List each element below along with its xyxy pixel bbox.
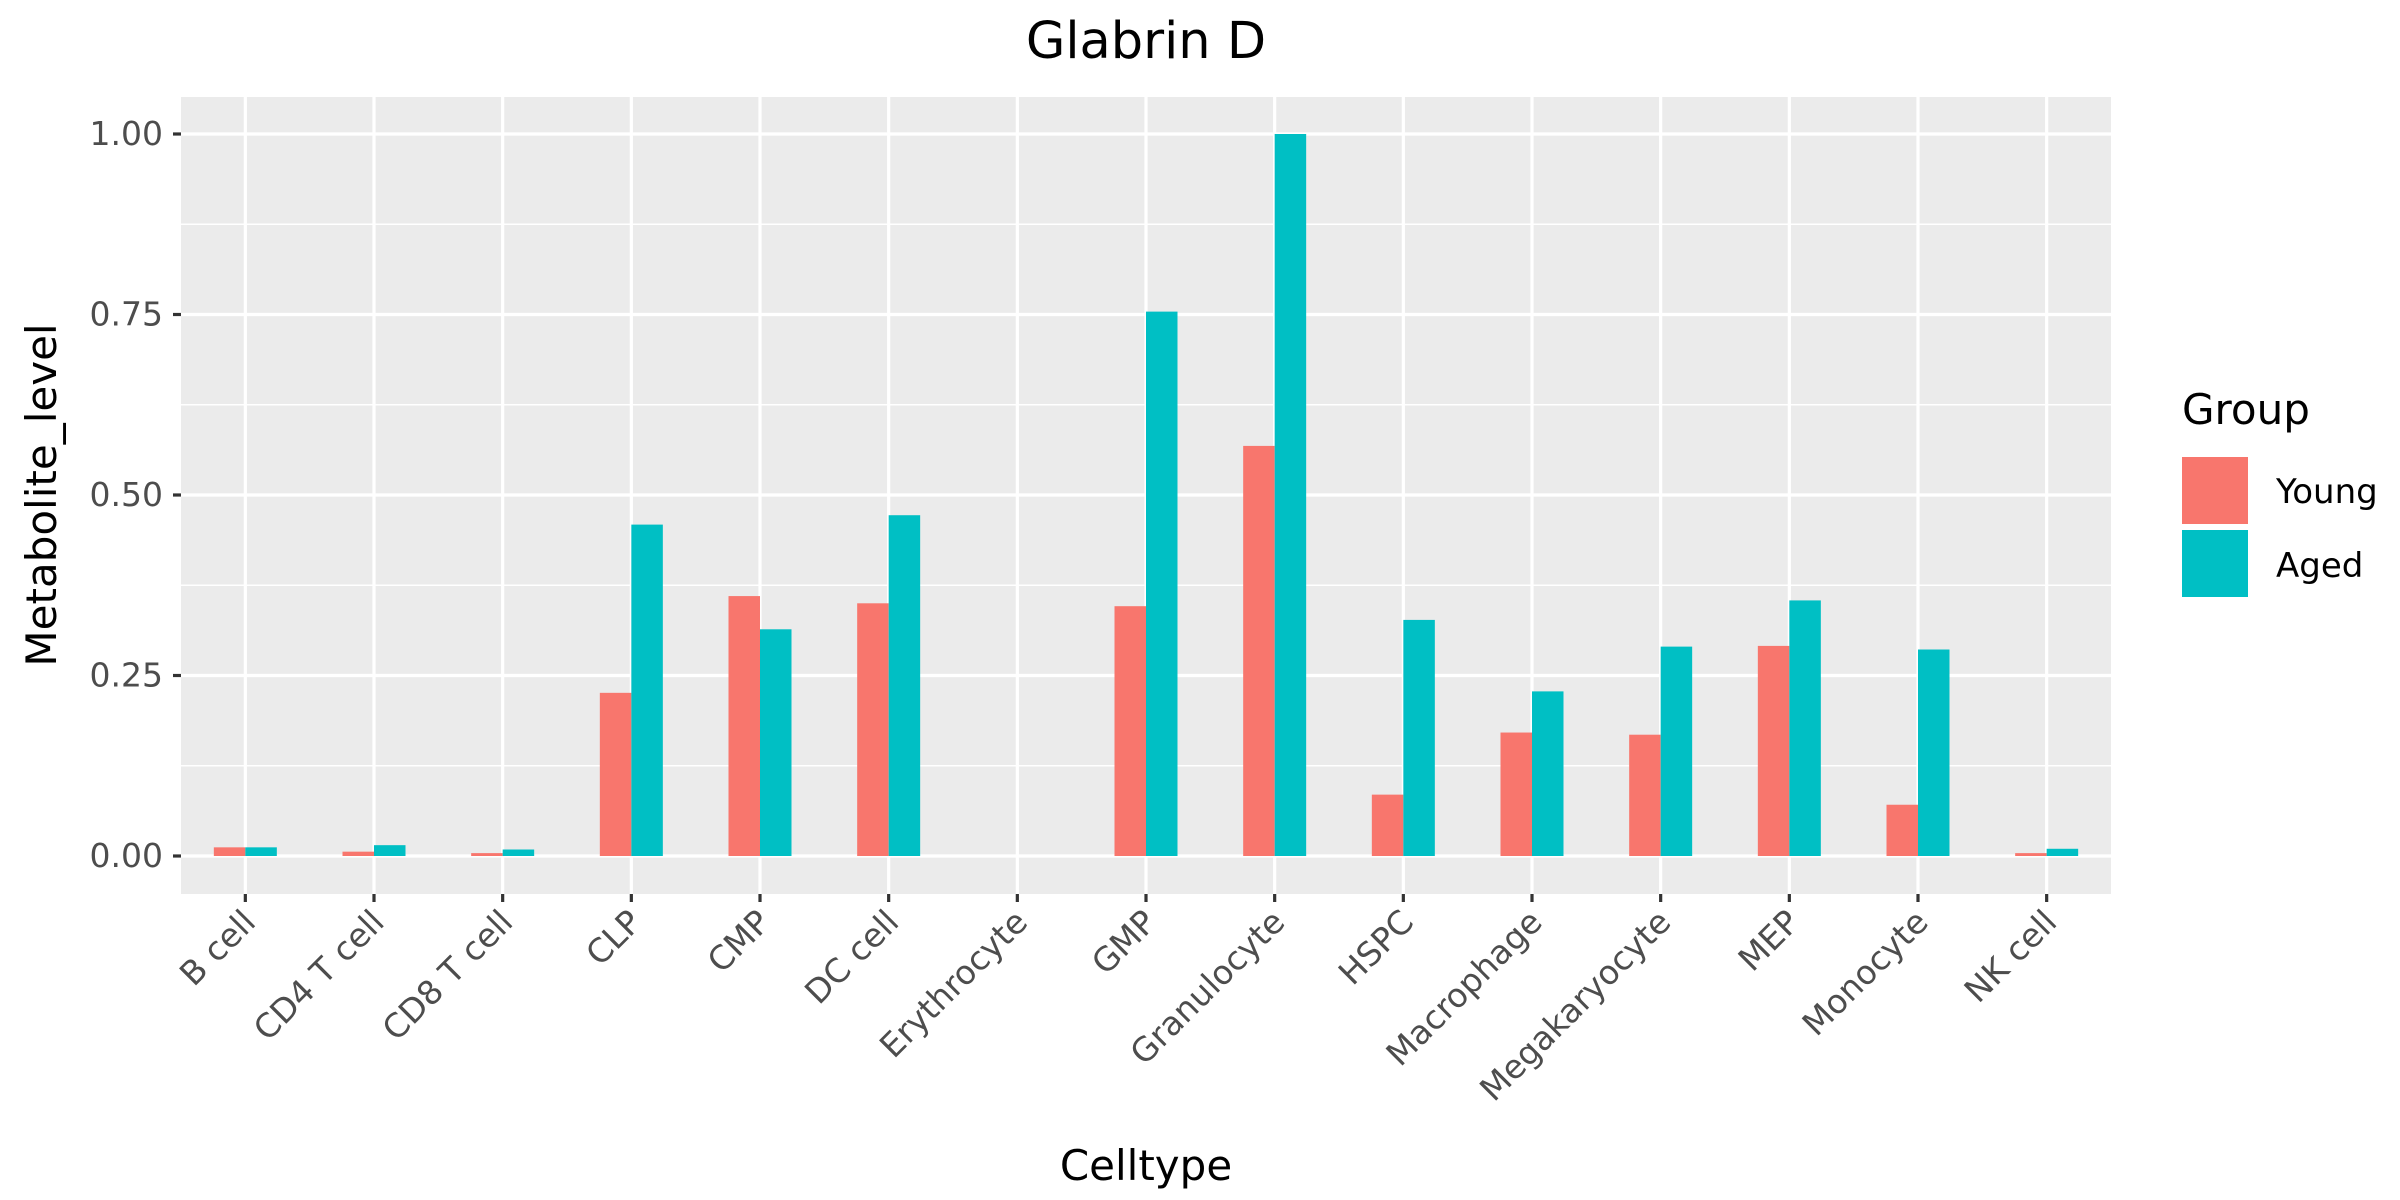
bar-aged bbox=[1660, 646, 1693, 856]
bar-aged bbox=[502, 849, 535, 856]
legend-label-aged: Aged bbox=[2276, 546, 2363, 586]
bar-young bbox=[1500, 732, 1532, 856]
y-axis: 0.00 0.25 0.50 0.75 1.00 bbox=[90, 114, 181, 875]
x-tick-label: HSPC bbox=[1331, 902, 1421, 992]
bar-young bbox=[1886, 804, 1918, 856]
bar-young bbox=[857, 603, 889, 856]
bar-young bbox=[2015, 853, 2047, 856]
bar-aged bbox=[245, 847, 277, 856]
y-tick-label: 0.00 bbox=[90, 836, 163, 875]
x-tick-label: CD8 T cell bbox=[374, 902, 520, 1048]
bar-young bbox=[728, 596, 760, 856]
bar-young bbox=[1629, 734, 1661, 856]
bar-aged bbox=[1403, 619, 1435, 856]
y-tick-label: 1.00 bbox=[90, 114, 163, 153]
x-tick-label: DC cell bbox=[797, 902, 906, 1011]
legend-key-aged bbox=[2182, 530, 2248, 597]
x-tick-label: GMP bbox=[1084, 902, 1164, 982]
legend-title: Group bbox=[2182, 385, 2310, 434]
x-axis-label: Celltype bbox=[1060, 1141, 1232, 1190]
bar-aged bbox=[760, 629, 792, 856]
y-axis-label: Metabolite_level bbox=[17, 323, 66, 666]
bar-aged bbox=[888, 515, 921, 856]
bar-young bbox=[213, 847, 246, 856]
bar-aged bbox=[2046, 848, 2079, 856]
x-tick-label: CLP bbox=[578, 902, 649, 973]
bars bbox=[213, 134, 2079, 856]
bar-young bbox=[1114, 606, 1146, 856]
bar-aged bbox=[1146, 311, 1178, 856]
bar-young bbox=[342, 851, 374, 856]
x-tick-label: CMP bbox=[700, 902, 778, 980]
legend: Group Young Aged bbox=[2182, 385, 2378, 597]
x-tick-label: B cell bbox=[172, 902, 263, 993]
x-tick-label: MEP bbox=[1730, 902, 1807, 979]
chart-title: Glabrin D bbox=[1026, 12, 1266, 71]
y-tick-label: 0.75 bbox=[90, 295, 163, 334]
bar-young bbox=[471, 853, 503, 856]
legend-label-young: Young bbox=[2275, 472, 2378, 512]
y-tick-label: 0.25 bbox=[90, 656, 163, 695]
legend-key-young bbox=[2182, 457, 2248, 524]
bar-young bbox=[1371, 794, 1404, 856]
x-tick-label: NK cell bbox=[1956, 902, 2064, 1010]
x-tick-label: Monocyte bbox=[1794, 902, 1935, 1043]
bar-aged bbox=[1274, 134, 1307, 856]
bar-aged bbox=[374, 845, 406, 856]
bar-young bbox=[1757, 645, 1790, 856]
bar-aged bbox=[631, 524, 663, 856]
bar-young bbox=[1243, 445, 1275, 856]
y-tick-label: 0.50 bbox=[90, 475, 163, 514]
x-tick-label: CD4 T cell bbox=[246, 902, 392, 1048]
bar-young bbox=[599, 692, 632, 856]
bar-aged bbox=[1789, 600, 1821, 856]
bar-aged bbox=[1918, 649, 1950, 856]
bar-aged bbox=[1532, 691, 1564, 856]
